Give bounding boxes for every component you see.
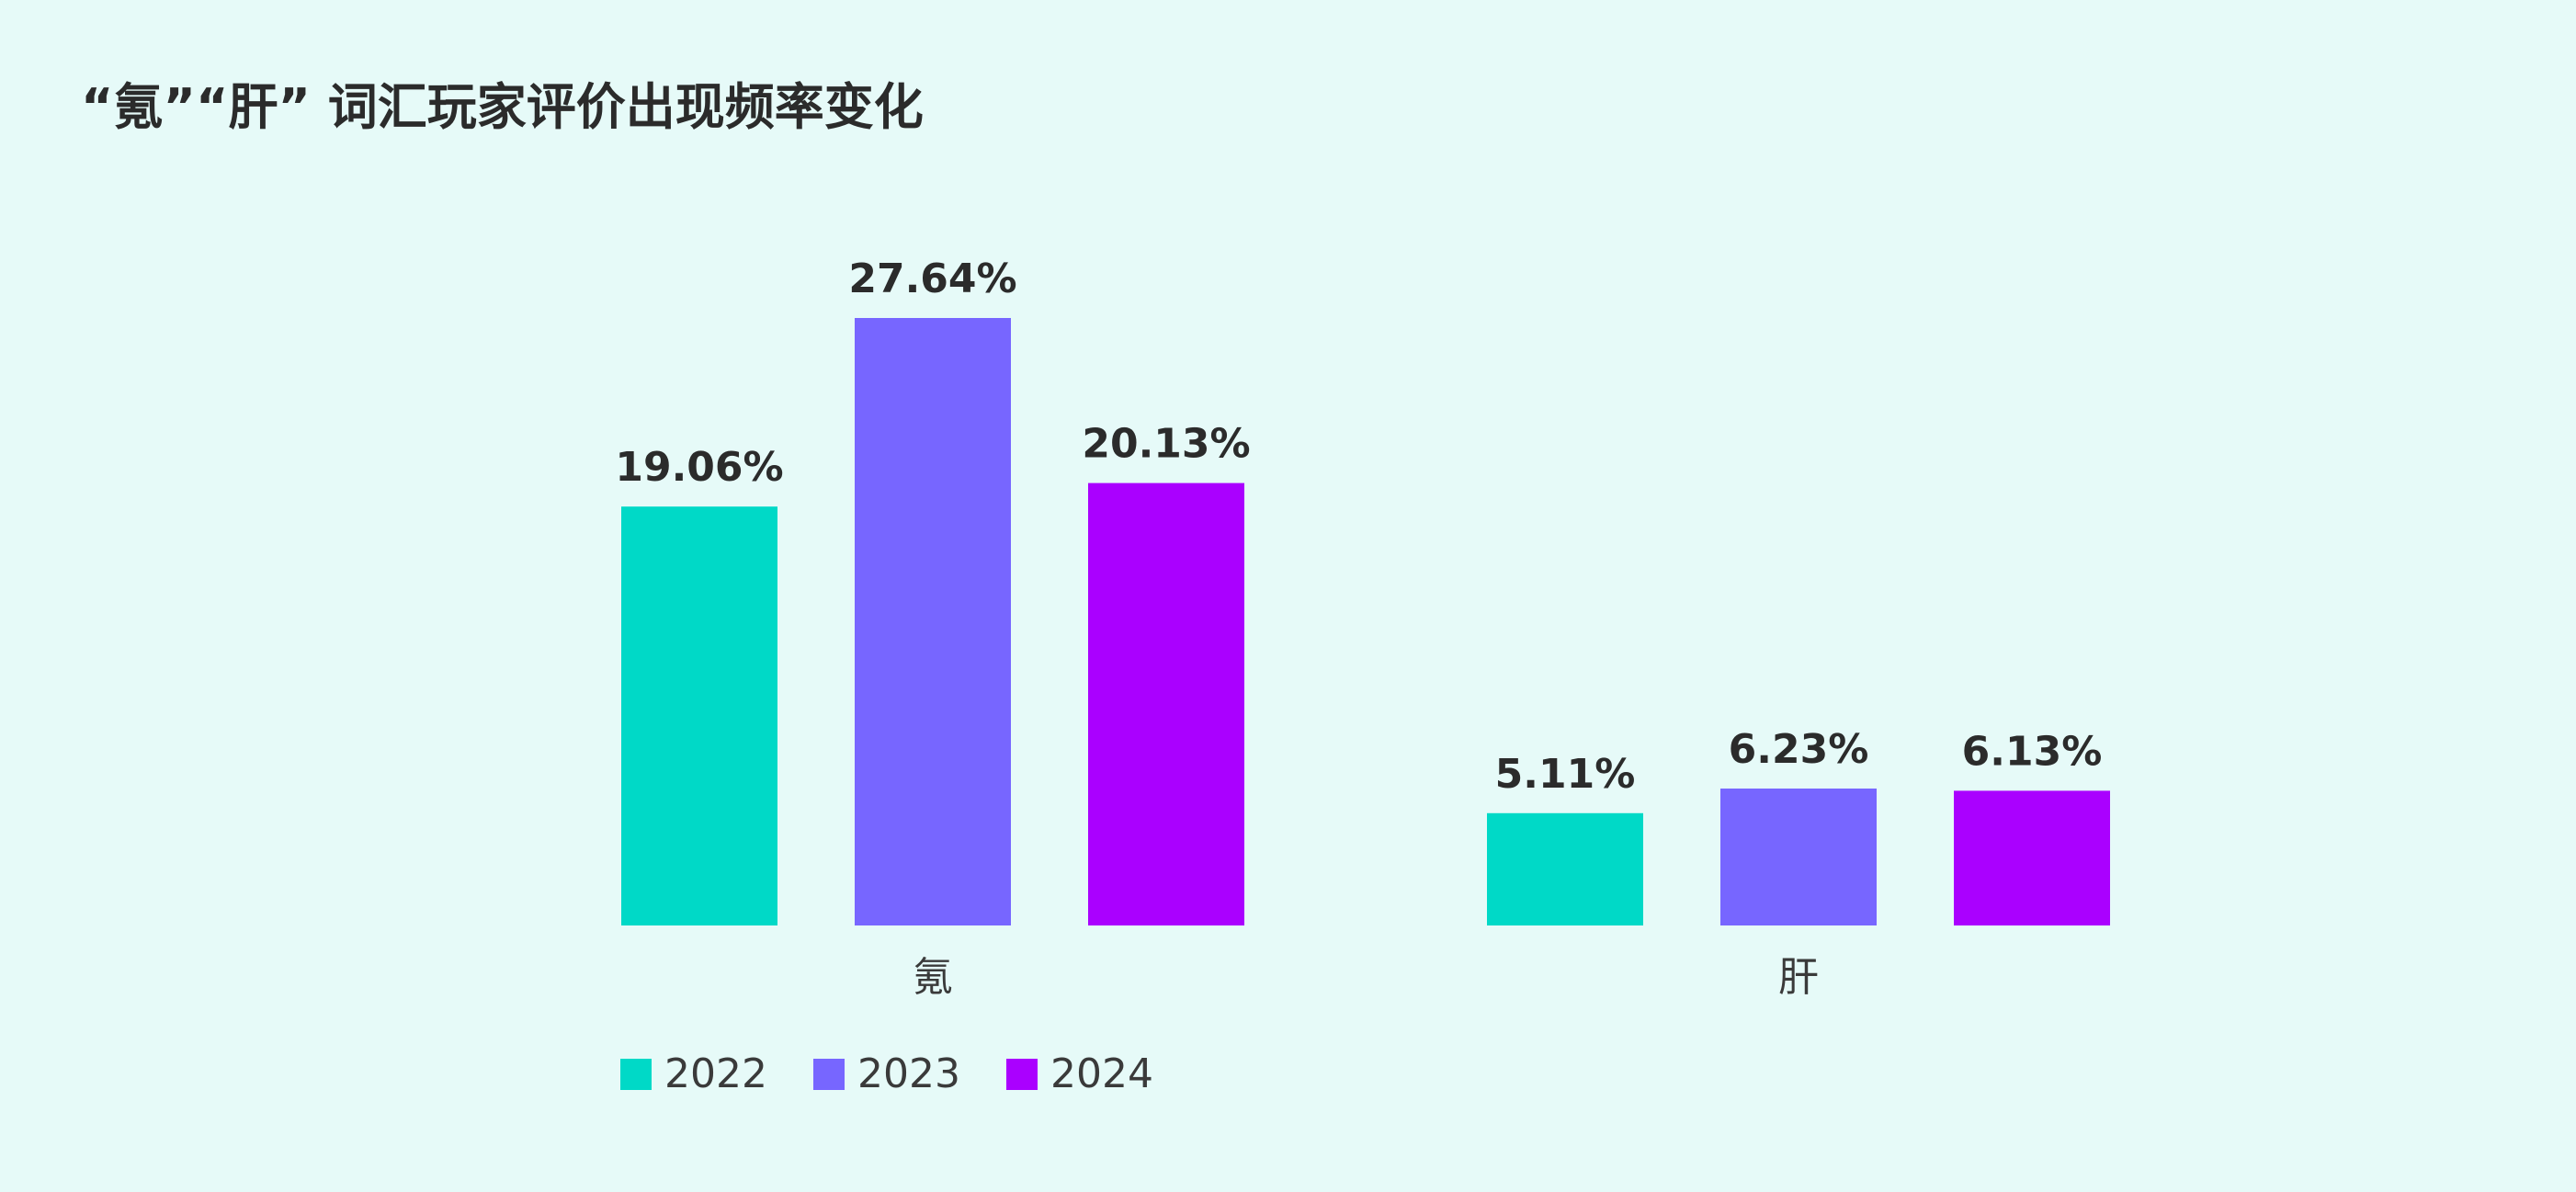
data-label-2023-0: 27.64%	[848, 255, 1016, 302]
bar-2024-0	[1088, 482, 1244, 925]
legend-item-2022: 2022	[620, 1050, 767, 1097]
legend-swatch-2022	[620, 1058, 652, 1090]
legend-item-2023: 2023	[812, 1050, 960, 1097]
legend: 2022 2023 2024	[620, 1050, 1153, 1097]
bar-2022-0	[621, 506, 777, 925]
chart-title: “氪”“肝” 词汇玩家评价出现频率变化	[81, 78, 924, 136]
bar-2023-0	[855, 318, 1011, 925]
bar-2022-1	[1487, 812, 1643, 925]
legend-label-2024: 2024	[1050, 1050, 1153, 1097]
data-label-2024-1: 6.13%	[1962, 728, 2103, 775]
bar-2024-1	[1954, 790, 2110, 925]
data-label-2022-1: 5.11%	[1495, 751, 1636, 798]
legend-swatch-2024	[1005, 1058, 1038, 1090]
data-label-2024-0: 20.13%	[1082, 421, 1250, 468]
legend-swatch-2023	[812, 1058, 845, 1090]
category-label-1: 肝	[1778, 954, 1819, 1001]
legend-label-2023: 2023	[857, 1050, 960, 1097]
bar-2023-1	[1720, 789, 1877, 925]
category-label-0: 氪	[913, 954, 953, 1001]
legend-label-2022: 2022	[664, 1050, 767, 1097]
data-label-2022-0: 19.06%	[615, 444, 783, 491]
data-label-2023-1: 6.23%	[1729, 726, 1869, 773]
legend-item-2024: 2024	[1005, 1050, 1153, 1097]
